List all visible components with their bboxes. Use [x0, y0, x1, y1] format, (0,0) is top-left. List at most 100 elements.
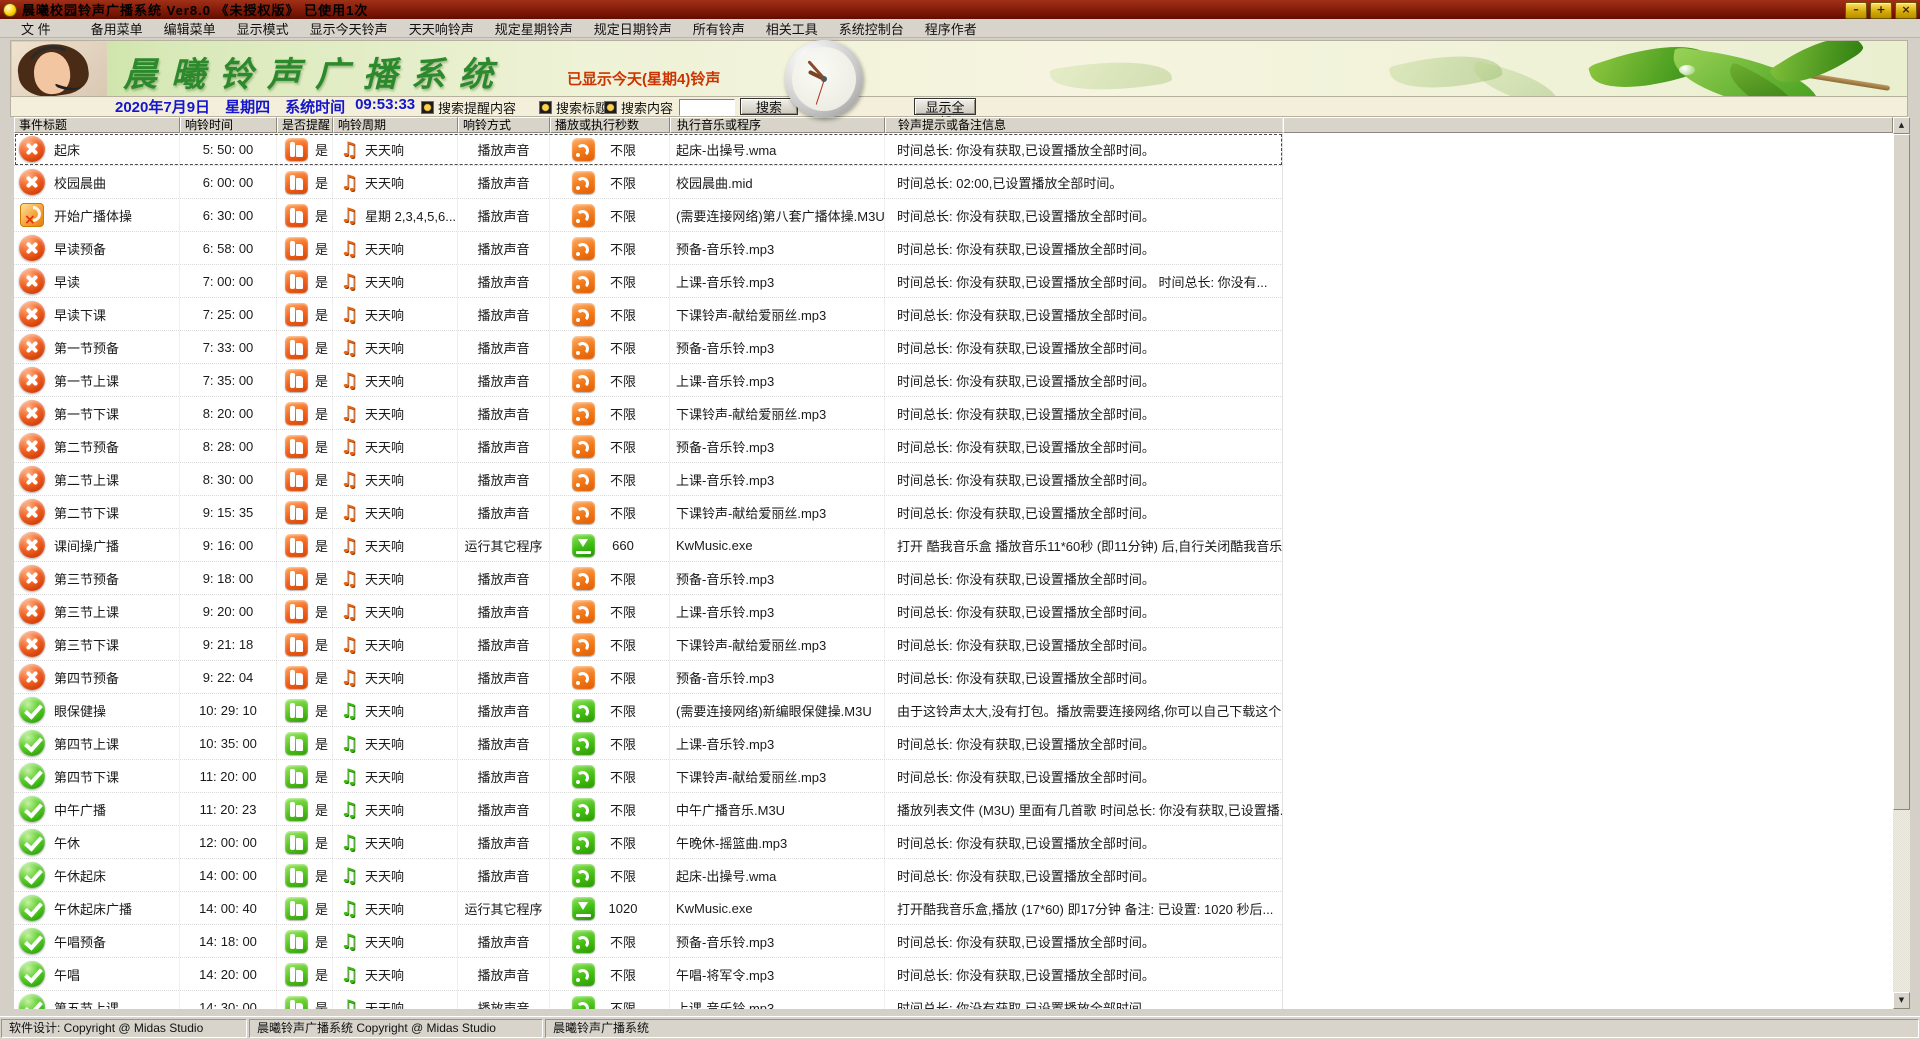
event-title: 第一节预备	[54, 340, 120, 356]
search-filter-checkbox-icon[interactable]	[421, 100, 434, 114]
play-sound-icon	[572, 401, 595, 425]
show-all-button[interactable]: 显示全部	[914, 98, 976, 130]
table-row[interactable]: 眼保健操 10: 29: 10 是 ♫ 天天响 播放声音 不限 (需要连接网络)新编眼保健操.…	[14, 694, 1283, 727]
search-filter-2[interactable]: 搜索标题	[539, 99, 608, 116]
operator-photo	[12, 42, 107, 96]
event-title: 午休	[54, 835, 81, 851]
seconds-value: 不限	[609, 307, 636, 323]
column-header-8[interactable]: 铃声提示或备注信息	[885, 117, 1283, 133]
table-row[interactable]: 第四节预备 9: 22: 04 是 ♫ 天天响 播放声音 不限 预备-音乐铃.mp3 时间总长:…	[14, 661, 1283, 694]
table-row[interactable]: 早读预备 6: 58: 00 是 ♫ 天天响 播放声音 不限 预备-音乐铃.mp3 时间总长: …	[14, 232, 1283, 265]
ring-mode: 播放声音	[477, 934, 530, 950]
table-row[interactable]: 第五节上课 14: 30: 00 是 ♫ 天天响 播放声音 不限 上课-音乐铃.mp3 时间总长…	[14, 991, 1283, 1009]
menu-item-4[interactable]: 显示模式	[236, 21, 289, 37]
search-input[interactable]	[679, 99, 735, 116]
menu-item-7[interactable]: 规定星期铃声	[494, 21, 573, 37]
table-row[interactable]: 早读下课 7: 25: 00 是 ♫ 天天响 播放声音 不限 下课铃声-献给爱丽丝.mp3 时间…	[14, 298, 1283, 331]
search-filter-1[interactable]: 搜索提醒内容	[421, 99, 516, 116]
vertical-scrollbar[interactable]: ▲ ▼	[1893, 117, 1910, 1009]
ring-mode: 播放声音	[477, 967, 530, 983]
event-title-cell: 中午广播	[14, 793, 180, 825]
table-row[interactable]: 起床 5: 50: 00 是 ♫ 天天响 播放声音 不限 起床-出操号.wma 时间总长: 你没…	[14, 133, 1283, 166]
remind-cell: 是	[277, 859, 333, 891]
search-filter-3[interactable]: 搜索内容	[604, 99, 673, 116]
remark-cell: 时间总长: 你没有获取,已设置播放全部时间。	[885, 397, 1283, 429]
mode-cell: 播放声音	[458, 991, 550, 1009]
table-row[interactable]: 第一节下课 8: 20: 00 是 ♫ 天天响 播放声音 不限 下课铃声-献给爱丽丝.mp3 时…	[14, 397, 1283, 430]
column-header-6[interactable]: 播放或执行秒数	[550, 117, 670, 133]
menu-item-2[interactable]: 备用菜单	[90, 21, 143, 37]
menu-item-10[interactable]: 相关工具	[765, 21, 818, 37]
seconds-value: 不限	[609, 769, 636, 785]
remind-thumb-icon	[285, 467, 308, 491]
play-sound-icon	[572, 302, 595, 326]
period-cell: ♫ 天天响	[333, 991, 458, 1009]
table-row[interactable]: 第四节下课 11: 20: 00 是 ♫ 天天响 播放声音 不限 下课铃声-献给爱丽丝.mp3…	[14, 760, 1283, 793]
table-row[interactable]: 第三节下课 9: 21: 18 是 ♫ 天天响 播放声音 不限 下课铃声-献给爱丽丝.mp3 时…	[14, 628, 1283, 661]
event-title-cell: 第五节上课	[14, 991, 180, 1009]
period-cell: ♫ 天天响	[333, 298, 458, 330]
column-header-4[interactable]: 响铃周期	[333, 117, 458, 133]
status-passed-icon	[19, 466, 45, 492]
status-passed-icon	[19, 532, 45, 558]
ring-period: 天天响	[365, 736, 405, 752]
menu-item-1[interactable]: 文 件	[21, 21, 51, 37]
table-row[interactable]: 午唱 14: 20: 00 是 ♫ 天天响 播放声音 不限 午唱-将军令.mp3 时间总长: 你…	[14, 958, 1283, 991]
close-button[interactable]: ×	[1895, 2, 1917, 19]
ring-period: 天天响	[365, 505, 405, 521]
column-header-7[interactable]: 执行音乐或程序	[670, 117, 885, 133]
menu-item-11[interactable]: 系统控制台	[838, 21, 904, 37]
search-filter-checkbox-icon[interactable]	[539, 100, 552, 114]
menu-item-5[interactable]: 显示今天铃声	[309, 21, 388, 37]
event-title: 第二节上课	[54, 472, 120, 488]
table-row[interactable]: 第二节预备 8: 28: 00 是 ♫ 天天响 播放声音 不限 预备-音乐铃.mp3 时间总长:…	[14, 430, 1283, 463]
menu-item-12[interactable]: 程序作者	[924, 21, 977, 37]
scroll-down-arrow[interactable]: ▼	[1893, 992, 1910, 1009]
ring-period: 天天响	[365, 340, 405, 356]
remind-thumb-icon	[285, 698, 308, 722]
menu-item-6[interactable]: 天天响铃声	[408, 21, 474, 37]
remind-thumb-icon	[285, 599, 308, 623]
event-title: 第五节上课	[54, 1000, 120, 1010]
table-row[interactable]: 第二节下课 9: 15: 35 是 ♫ 天天响 播放声音 不限 下课铃声-献给爱丽丝.mp3 时…	[14, 496, 1283, 529]
status-passed-icon	[19, 565, 45, 591]
table-row[interactable]: 第三节预备 9: 18: 00 是 ♫ 天天响 播放声音 不限 预备-音乐铃.mp3 时间总长:…	[14, 562, 1283, 595]
table-row[interactable]: 第四节上课 10: 35: 00 是 ♫ 天天响 播放声音 不限 上课-音乐铃.mp3 时间总长…	[14, 727, 1283, 760]
minimize-button[interactable]: –	[1845, 2, 1867, 19]
scrollbar-thumb[interactable]	[1893, 134, 1910, 810]
table-row[interactable]: 午休 12: 00: 00 是 ♫ 天天响 播放声音 不限 午晚休-摇篮曲.mp3 时间总长: …	[14, 826, 1283, 859]
table-row[interactable]: 课间操广播 9: 16: 00 是 ♫ 天天响 运行其它程序 660 KwMusic.exe 打…	[14, 529, 1283, 562]
column-header-1[interactable]: 事件标题	[14, 117, 180, 133]
table-row[interactable]: 中午广播 11: 20: 23 是 ♫ 天天响 播放声音 不限 中午广播音乐.M3U 播放列表文…	[14, 793, 1283, 826]
table-row[interactable]: 第二节上课 8: 30: 00 是 ♫ 天天响 播放声音 不限 上课-音乐铃.mp3 时间总长:…	[14, 463, 1283, 496]
column-header-5[interactable]: 响铃方式	[458, 117, 550, 133]
music-notes-icon: ♫	[340, 533, 358, 557]
table-row[interactable]: 第一节上课 7: 35: 00 是 ♫ 天天响 播放声音 不限 上课-音乐铃.mp3 时间总长:…	[14, 364, 1283, 397]
table-viewport[interactable]: 起床 5: 50: 00 是 ♫ 天天响 播放声音 不限 起床-出操号.wma 时间总长: 你没…	[14, 133, 1893, 1009]
scroll-up-arrow[interactable]: ▲	[1893, 117, 1910, 134]
search-filter-checkbox-icon[interactable]	[604, 100, 617, 114]
menu-item-8[interactable]: 规定日期铃声	[593, 21, 672, 37]
status-passed-icon	[19, 433, 45, 459]
menu-item-9[interactable]: 所有铃声	[692, 21, 745, 37]
remark-text: 时间总长: 你没有获取,已设置播放全部时间。	[897, 373, 1155, 389]
mode-cell: 播放声音	[458, 925, 550, 957]
table-row[interactable]: 开始广播体操 6: 30: 00 是 ♫ 星期 2,3,4,5,6... 播放声音 不限 (需…	[14, 199, 1283, 232]
search-button[interactable]: 搜索	[740, 98, 798, 115]
table-row[interactable]: 第三节上课 9: 20: 00 是 ♫ 天天响 播放声音 不限 上课-音乐铃.mp3 时间总长:…	[14, 595, 1283, 628]
column-header-3[interactable]: 是否提醒	[277, 117, 333, 133]
menu-item-3[interactable]: 编辑菜单	[163, 21, 216, 37]
ring-time: 7: 25: 00	[202, 306, 254, 322]
table-row[interactable]: 早读 7: 00: 00 是 ♫ 天天响 播放声音 不限 上课-音乐铃.mp3 时间总长: 你没…	[14, 265, 1283, 298]
play-sound-icon	[572, 830, 595, 854]
table-row[interactable]: 校园晨曲 6: 00: 00 是 ♫ 天天响 播放声音 不限 校园晨曲.mid 时间总长: 02…	[14, 166, 1283, 199]
table-row[interactable]: 午休起床广播 14: 00: 40 是 ♫ 天天响 运行其它程序 1020 KwMusic.e…	[14, 892, 1283, 925]
table-row[interactable]: 午唱预备 14: 18: 00 是 ♫ 天天响 播放声音 不限 预备-音乐铃.mp3 时间总长:…	[14, 925, 1283, 958]
seconds-value: 不限	[609, 340, 636, 356]
table-row[interactable]: 午休起床 14: 00: 00 是 ♫ 天天响 播放声音 不限 起床-出操号.wma 时间总长:…	[14, 859, 1283, 892]
maximize-button[interactable]: +	[1870, 2, 1892, 19]
column-header-2[interactable]: 响铃时间	[180, 117, 277, 133]
table-row[interactable]: 第一节预备 7: 33: 00 是 ♫ 天天响 播放声音 不限 预备-音乐铃.mp3 时间总长:…	[14, 331, 1283, 364]
period-cell: ♫ 天天响	[333, 694, 458, 726]
title-bar[interactable]: 晨曦校园铃声广播系统 Ver8.0 《未授权版》 已使用1次 – + ×	[0, 0, 1920, 19]
